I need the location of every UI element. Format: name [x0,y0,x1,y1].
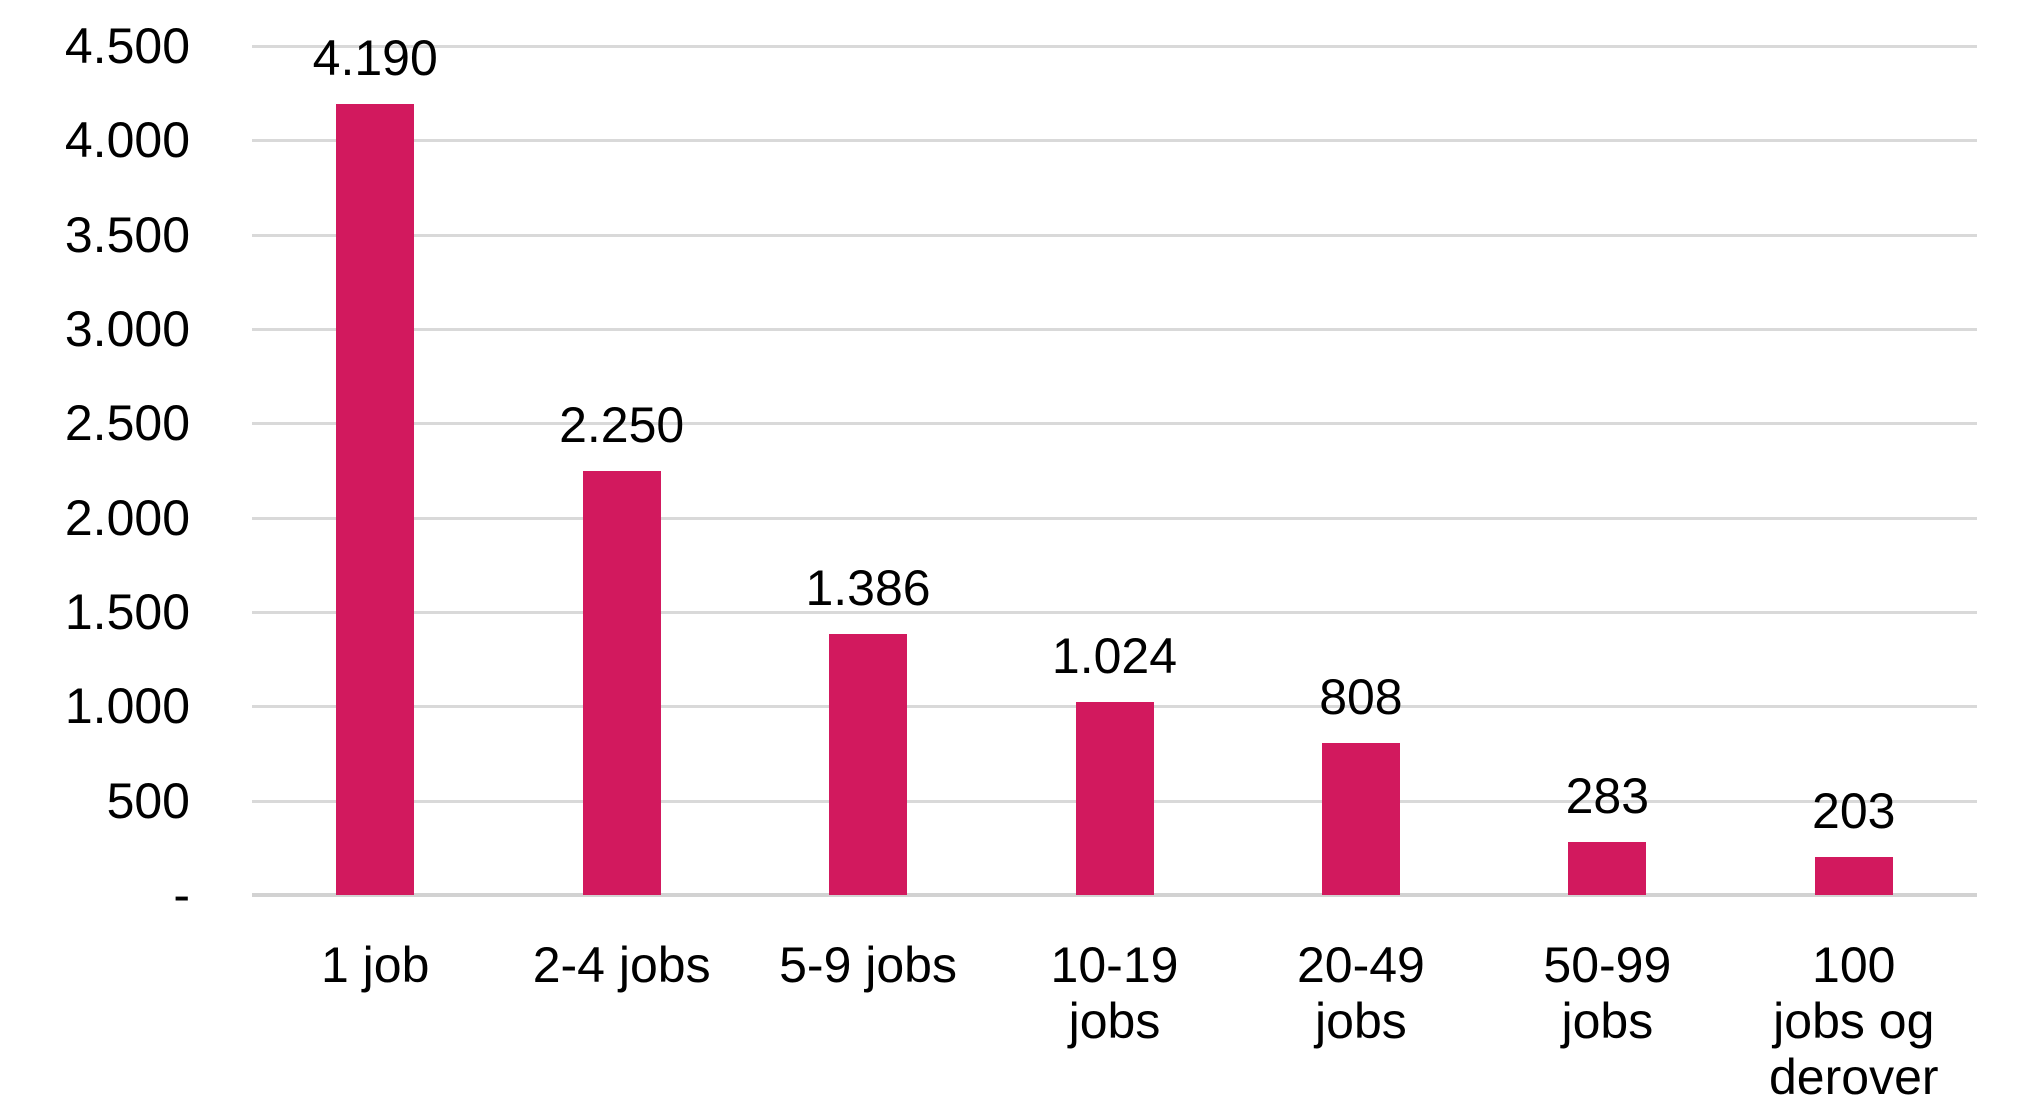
category-label-1-job: 1 job [320,937,430,993]
y-tick-label-2000: 2.000 [64,489,190,546]
category-label-2-4-jobs: 2-4 jobs [532,937,711,993]
value-label-100-jobs-og-derover: 203 [1812,782,1896,839]
gridline-2500 [252,422,1977,426]
bar-20-49-jobs [1321,742,1400,895]
value-label-20-49-jobs: 808 [1319,668,1403,725]
category-label-20-49-jobs: 20-49 jobs [1296,937,1425,1049]
gridline-4500 [252,45,1977,48]
value-label-1-job: 4.190 [312,30,438,87]
gridline-4000 [252,139,1977,143]
bar-5-9-jobs [829,633,908,895]
category-label-50-99-jobs: 50-99 jobs [1543,937,1672,1049]
value-label-5-9-jobs: 1.386 [805,559,931,616]
gridline-3500 [252,233,1977,237]
gridline-1500 [252,611,1977,614]
category-label-100-jobs-og-derover: 100 jobs og derover [1769,937,1939,1105]
category-label-10-19-jobs: 10-19 jobs [1050,937,1179,1049]
bar-10-19-jobs [1075,701,1154,895]
bar-2-4-jobs [582,470,661,895]
x-axis-baseline [252,893,1977,897]
value-label-10-19-jobs: 1.024 [1051,627,1178,684]
value-label-50-99-jobs: 283 [1565,767,1650,824]
category-label-5-9-jobs: 5-9 jobs [779,937,957,993]
bar-50-99-jobs [1568,841,1647,895]
gridline-3000 [252,328,1977,331]
bar-1-job [336,104,415,895]
y-tick-label-1000: 1.000 [64,678,190,735]
y-tick-label-1500: 1.500 [64,584,190,640]
bar-100-jobs-og-derover [1814,856,1893,895]
y-tick-label-4000: 4.000 [64,112,190,169]
gridline-2000 [252,516,1977,520]
y-tick-label-3000: 3.000 [64,301,190,357]
y-tick-label-0: - [173,867,190,923]
y-tick-label-3500: 3.500 [64,206,190,263]
y-tick-label-2500: 2.500 [64,395,190,452]
value-label-2-4-jobs: 2.250 [559,396,685,453]
y-tick-label-500: 500 [106,772,190,829]
y-tick-label-4500: 4.500 [64,18,190,74]
